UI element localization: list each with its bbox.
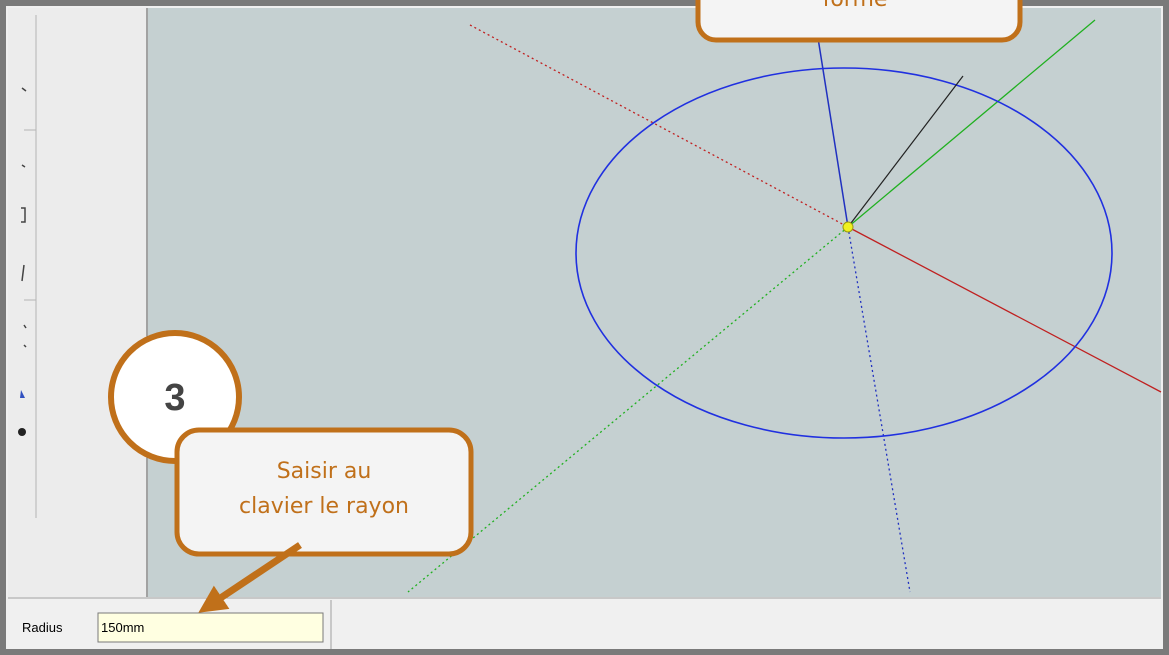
callout-arrow bbox=[198, 542, 302, 613]
callout-line: Saisir au bbox=[277, 459, 372, 484]
toolbar bbox=[8, 8, 146, 597]
toolbar-icon bbox=[20, 390, 25, 398]
radius-line bbox=[847, 75, 964, 228]
green-axis-neg bbox=[407, 226, 849, 593]
top-callout bbox=[695, 0, 1023, 43]
red-axis bbox=[847, 226, 1162, 393]
toolbar-icon bbox=[18, 428, 26, 436]
green-axis bbox=[847, 19, 1096, 228]
callout-line: clavier le rayon bbox=[239, 494, 409, 519]
callout-box bbox=[174, 427, 474, 557]
radius-input[interactable] bbox=[97, 612, 324, 643]
step-number: 3 bbox=[164, 377, 185, 419]
center-point bbox=[842, 221, 854, 233]
blue-axis-neg bbox=[847, 226, 911, 593]
toolbar-icons bbox=[21, 87, 27, 348]
blue-axis bbox=[817, 37, 849, 228]
top-callout-text: forme bbox=[823, 0, 888, 12]
circle-shape bbox=[575, 67, 1113, 439]
radius-label: Radius bbox=[22, 620, 63, 635]
radius-input-value: 150mm bbox=[101, 620, 144, 635]
red-axis-neg bbox=[469, 24, 849, 228]
